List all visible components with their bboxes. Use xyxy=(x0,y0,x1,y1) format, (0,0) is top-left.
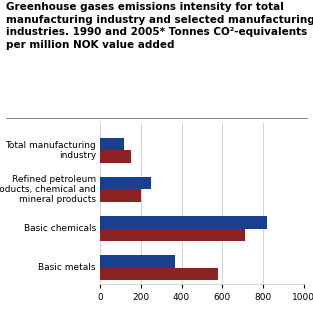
Bar xyxy=(100,177,151,189)
Text: Greenhouse gases emissions intensity for total
manufacturing industry and select: Greenhouse gases emissions intensity for… xyxy=(6,3,313,49)
Bar xyxy=(100,229,245,241)
Bar xyxy=(100,255,175,268)
Bar xyxy=(100,216,267,229)
Bar xyxy=(100,150,131,163)
Bar xyxy=(100,138,124,150)
Bar xyxy=(100,268,218,280)
Bar xyxy=(100,189,141,202)
